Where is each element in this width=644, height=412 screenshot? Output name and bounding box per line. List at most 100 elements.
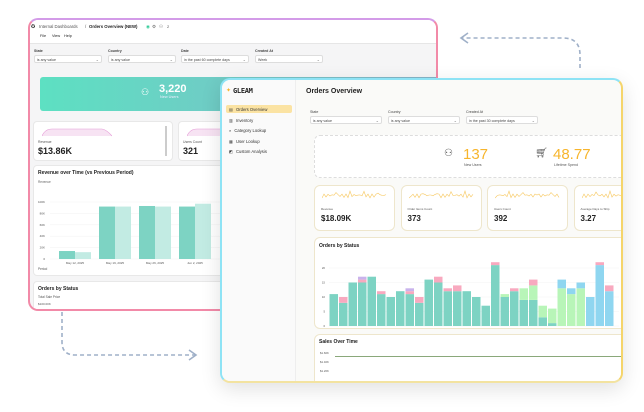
x-tick-label: Jul 7, 2025 — [515, 329, 529, 330]
sales-title: Sales Over Time — [319, 339, 358, 345]
status-bar-segment — [339, 302, 348, 326]
sidebar-item-custom-analysis[interactable]: ◩ Custom Analysis — [226, 147, 292, 155]
status-bar-segment — [434, 282, 443, 326]
filter-state-select[interactable]: is any value ⌄ — [34, 55, 102, 63]
y-tick-label: 15 — [322, 281, 326, 285]
chevron-down-icon: ⌄ — [242, 57, 246, 62]
x-tick-label: May 26, 2025 — [146, 261, 165, 265]
highlight-new-users-value: 137 — [463, 146, 489, 163]
filter-country-value: is any value — [111, 57, 130, 62]
kpi-value: 373 — [407, 214, 421, 223]
status-bar-segment — [529, 299, 538, 326]
kpi-sparkline — [495, 190, 560, 199]
x-tick-label: Jun 2, 2025 — [187, 261, 203, 265]
sidebar-item-orders-overview[interactable]: ▤ Orders Overview — [226, 105, 292, 113]
kpi-card — [573, 185, 621, 231]
filter-select[interactable]: in the past 30 complete days ⌄ — [466, 116, 538, 124]
y-tick-label: 100K — [38, 200, 45, 204]
status-bar-segment — [500, 297, 509, 326]
back-header — [30, 20, 436, 44]
filter-created-select[interactable]: Week ⌄ — [255, 55, 323, 63]
status-bar-segment — [405, 288, 414, 292]
status-bar-segment — [415, 302, 424, 326]
sales-tick: $1.60K — [320, 351, 329, 355]
sidebar-item-category-lookup[interactable]: ⌕ Category Lookup — [226, 126, 292, 134]
sales-line — [335, 356, 621, 358]
filter-select[interactable]: is any value ⌄ — [388, 116, 460, 124]
highlight-new-users-label: New Users — [464, 163, 482, 167]
sidebar-item-label: Category Lookup — [234, 128, 267, 134]
status-bar-segment — [339, 297, 348, 303]
sidebar-item-user-lookup[interactable]: ▦ User Lookup — [226, 137, 292, 145]
filter-country-label: Country — [108, 49, 122, 53]
status-bar-segment — [576, 282, 585, 289]
user-table-icon: ▦ — [229, 138, 233, 144]
arrow-head-bottom — [188, 349, 198, 361]
status-bar-segment — [377, 294, 386, 326]
analysis-icon: ◩ — [229, 149, 233, 155]
menu-view[interactable]: View — [52, 34, 61, 38]
kpi-revenue-label: Revenue — [38, 140, 52, 144]
menu-file[interactable]: File — [40, 34, 47, 38]
status-bar-segment — [519, 299, 528, 326]
status-bar-segment — [605, 291, 614, 326]
chevron-down-icon: ⌄ — [375, 118, 379, 123]
status-bar-segment — [548, 323, 557, 326]
front-dashboard-window: ✦ GLEAM ▤ Orders Overview ▥ Inventory ⌕ Categ… — [220, 78, 623, 383]
kpi-label: Order Items Count — [407, 207, 433, 211]
new-users-value: 3,220 — [159, 83, 187, 95]
highlight-lifetime-spend-label: Lifetime Spend — [554, 163, 578, 167]
status-bar-segment — [386, 297, 395, 326]
kpi-users-value: 321 — [183, 146, 199, 156]
status-bar-segment — [529, 279, 538, 286]
kpi-label: Users Count — [494, 207, 511, 211]
status-bar-segment — [529, 285, 538, 300]
kpi-value: $18.09K — [321, 214, 352, 223]
revenue-bar — [195, 203, 211, 259]
status-bar-segment — [567, 288, 576, 295]
search-icon: ⌕ — [229, 128, 232, 134]
status-bar-segment — [567, 294, 576, 326]
sidebar-item-inventory[interactable]: ▥ Inventory — [226, 116, 292, 124]
status-bar-segment — [481, 305, 490, 326]
y-tick-label: 60K — [40, 223, 45, 227]
chevron-down-icon: ⌄ — [316, 57, 320, 62]
x-tick-label: Jul 11, 2025 — [552, 329, 567, 330]
chevron-down-icon: ⌄ — [531, 118, 535, 123]
filter-state-label: State — [34, 49, 43, 53]
sidebar-item-label: Inventory — [235, 117, 254, 123]
filter-value: in the past 30 complete days — [469, 118, 515, 123]
status-bar-segment — [500, 294, 509, 297]
filter-date-select[interactable]: in the past 60 complete days ⌄ — [181, 55, 249, 63]
status-bar-segment — [548, 308, 557, 324]
breadcrumb-parent[interactable]: Internal Dashboards — [39, 24, 78, 29]
scrollbar[interactable] — [165, 126, 167, 156]
status-bar-segment — [453, 291, 462, 326]
dashed-arrow-top — [462, 37, 581, 68]
filter-value: is any value — [391, 118, 410, 123]
filter-select[interactable]: is any value ⌄ — [310, 116, 382, 124]
logo-sparkle-icon: ✦ — [226, 88, 232, 94]
status-bar-segment — [348, 282, 357, 326]
filter-created-label: Created At — [255, 49, 274, 53]
kpi-value: 392 — [494, 214, 508, 223]
kpi-label: Average Days to Ship — [580, 207, 610, 211]
app-logo-icon: ✪ — [31, 24, 36, 30]
status-bar-segment — [329, 294, 338, 326]
revenue-chart-title: Revenue over Time (vs Previous Period) — [38, 170, 134, 176]
menu-help[interactable]: Help — [64, 34, 72, 38]
kpi-sparkline — [408, 190, 473, 199]
revenue-chart: 0 20K 40K 60K 80K 100K May 12, 2025 May 19, 202… — [38, 200, 430, 265]
status-bar-segment — [576, 288, 585, 326]
status-bar-segment — [491, 265, 500, 326]
y-tick-label: 20K — [40, 246, 45, 250]
status-bar-segment — [510, 291, 519, 326]
x-tick-label: Jun 21, 2025 — [362, 329, 379, 330]
orders-by-status-chart: 0 5 10 15 20 Jun 17, 2025 Jun 21, 2025 Jun 25, … — [322, 262, 619, 330]
revenue-bar — [155, 206, 171, 259]
settings-icon[interactable]: ⚙ — [152, 23, 157, 29]
filter-country-select[interactable]: is any value ⌄ — [108, 55, 176, 63]
status-bar-segment — [443, 288, 452, 292]
revenue-bar — [99, 206, 115, 259]
status-bar-segment — [434, 276, 443, 283]
